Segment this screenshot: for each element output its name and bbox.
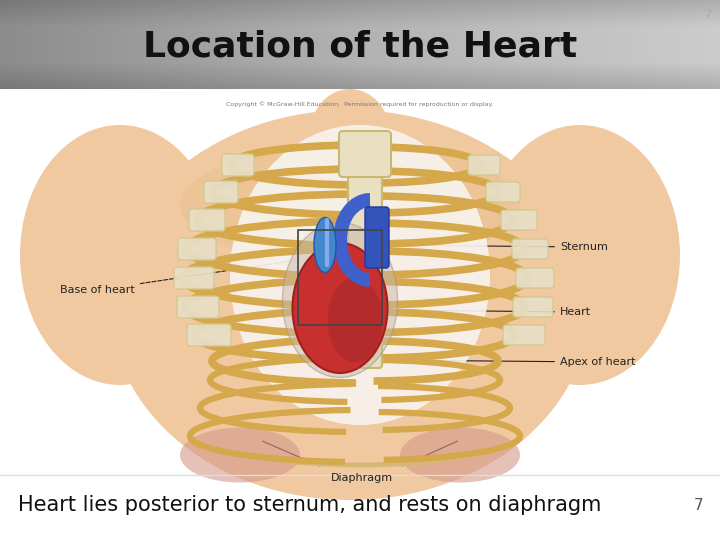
Ellipse shape (310, 89, 390, 179)
Text: Copyright © McGraw-Hill Education.  Permission required for reproduction or disp: Copyright © McGraw-Hill Education. Permi… (226, 101, 494, 106)
FancyBboxPatch shape (178, 238, 216, 260)
FancyBboxPatch shape (516, 268, 554, 288)
FancyBboxPatch shape (187, 324, 231, 346)
FancyBboxPatch shape (512, 239, 548, 259)
Text: Heart: Heart (391, 307, 591, 317)
Ellipse shape (480, 125, 680, 385)
Ellipse shape (292, 243, 387, 373)
FancyBboxPatch shape (189, 209, 225, 231)
Text: Diaphragm: Diaphragm (331, 473, 393, 483)
Ellipse shape (180, 145, 520, 265)
FancyBboxPatch shape (513, 297, 553, 317)
Text: Apex of heart: Apex of heart (383, 357, 636, 367)
Ellipse shape (20, 125, 220, 385)
Text: Heart lies posterior to sternum, and rests on diaphragm: Heart lies posterior to sternum, and res… (18, 495, 601, 515)
Text: Sternum: Sternum (382, 242, 608, 252)
Ellipse shape (400, 428, 520, 483)
Ellipse shape (180, 428, 300, 483)
Text: Location of the Heart: Location of the Heart (143, 29, 577, 63)
Text: Base of heart: Base of heart (60, 260, 295, 295)
FancyBboxPatch shape (365, 207, 389, 268)
Bar (298, 230, 382, 325)
FancyBboxPatch shape (339, 131, 391, 177)
Text: 7: 7 (693, 497, 703, 512)
FancyBboxPatch shape (177, 296, 219, 318)
FancyBboxPatch shape (503, 325, 545, 345)
Ellipse shape (314, 218, 336, 273)
FancyBboxPatch shape (486, 182, 520, 202)
Text: 7: 7 (705, 10, 712, 20)
FancyBboxPatch shape (204, 181, 238, 203)
Ellipse shape (110, 110, 590, 500)
FancyBboxPatch shape (174, 267, 214, 289)
FancyBboxPatch shape (222, 154, 254, 176)
FancyBboxPatch shape (348, 152, 382, 368)
Ellipse shape (282, 222, 397, 377)
FancyBboxPatch shape (468, 155, 500, 175)
Ellipse shape (230, 125, 490, 425)
FancyBboxPatch shape (501, 210, 537, 230)
Ellipse shape (328, 278, 382, 362)
